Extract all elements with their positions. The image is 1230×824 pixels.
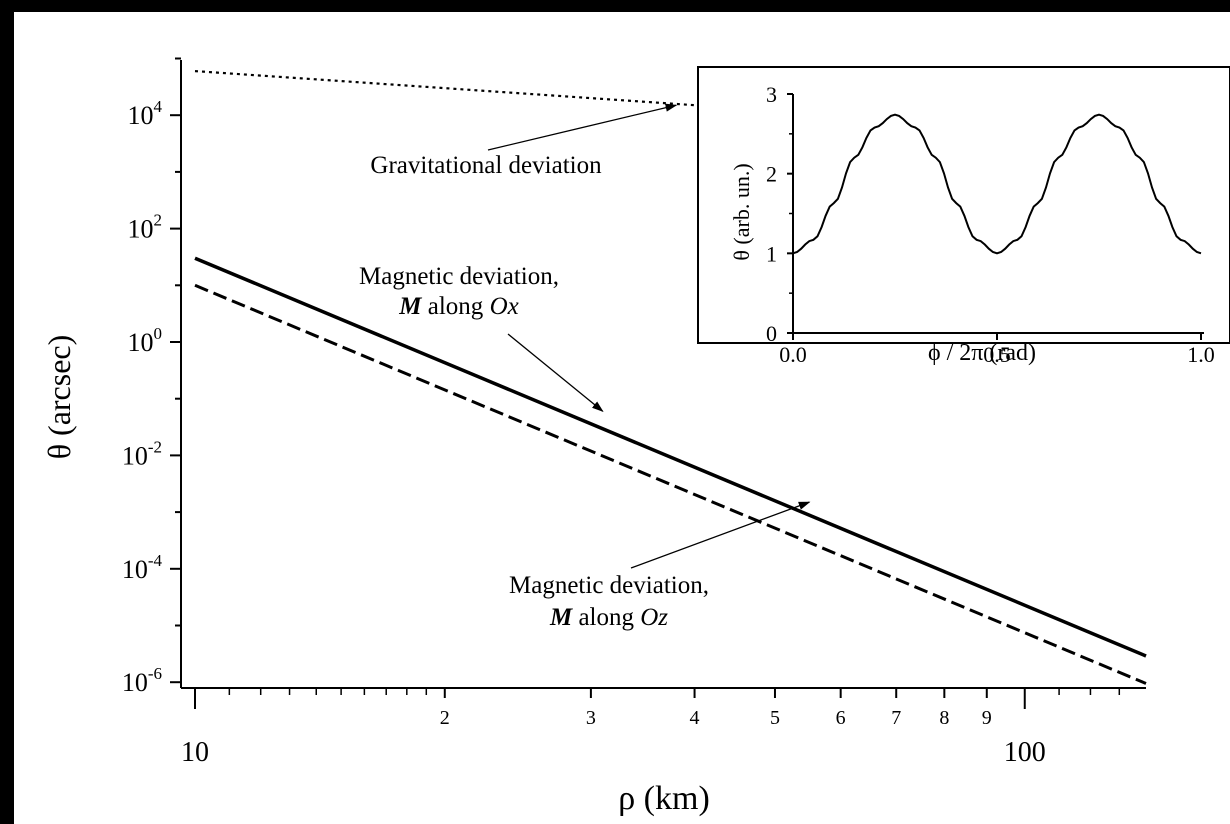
annotation-magnetic-ox-text: Magnetic deviation, [359, 263, 559, 290]
x-minor-tick-label: 5 [770, 707, 780, 729]
main-y-ticks: 10-6 10-4 10-2 100 102 104 [122, 57, 181, 697]
x-minor-tick-label: 3 [586, 707, 596, 729]
y-tick-label: 100 [128, 324, 163, 357]
annotation-gravitational-text: Gravitational deviation [370, 152, 602, 179]
y-tick-label: 10-6 [122, 664, 162, 697]
y-tick-label: 10-2 [122, 437, 162, 470]
y-tick-label: 10-4 [122, 551, 163, 584]
main-x-ticks: 10 100 2 3 4 5 6 7 8 9 [181, 688, 1121, 768]
main-x-axis-label: ρ (km) [618, 780, 710, 817]
inset-frame [697, 66, 1230, 344]
inset-ticks: 0 1 2 3 0.0 0.5 1.0 [766, 82, 1215, 367]
x-tick-label: 100 [1004, 737, 1046, 768]
inset-x-tick-label: 0.0 [779, 342, 807, 367]
inset-plot: 0 1 2 3 0.0 0.5 1.0 ϕ / 2π (rad) θ (arb. un.) [697, 66, 1230, 367]
main-annotations: Gravitational deviation Magnetic deviatio… [359, 103, 811, 631]
annotation-magnetic-ox-text: M along Ox [398, 293, 518, 320]
x-minor-tick-label: 2 [440, 707, 450, 729]
inset-y-tick-label: 2 [766, 162, 777, 187]
inset-y-tick-label: 3 [766, 82, 777, 107]
series-line-dotted [194, 70, 1147, 138]
x-tick-label: 10 [181, 737, 209, 768]
figure: 10-6 10-4 10-2 100 102 104 10 100 2 3 4 5 6 7 8 9 Grav… [14, 12, 1230, 824]
annotation-magnetic-oz-text: M along Oz [549, 604, 668, 631]
x-minor-tick-label: 9 [982, 707, 992, 729]
inset-x-tick-label: 1.0 [1187, 342, 1215, 367]
x-minor-tick-label: 6 [836, 707, 846, 729]
series-line-solid [194, 256, 1147, 658]
y-tick-label: 102 [128, 211, 163, 244]
y-tick-label: 104 [128, 97, 163, 130]
series-line-dashed [194, 283, 1147, 685]
x-minor-tick-label: 8 [939, 707, 949, 729]
main-series [194, 70, 1147, 685]
annotation-gravitational-arrow [487, 103, 678, 151]
x-minor-tick-label: 4 [690, 707, 700, 729]
inset-x-axis-label: ϕ / 2π (rad) [928, 340, 1036, 366]
main-y-axis-label: θ (arcsec) [41, 335, 77, 460]
inset-y-tick-label: 1 [766, 241, 777, 266]
inset-series [792, 113, 1202, 255]
annotation-magnetic-ox-arrow [507, 333, 604, 413]
annotation-magnetic-oz-text: Magnetic deviation, [509, 572, 709, 599]
inset-y-tick-label: 0 [766, 321, 777, 346]
x-minor-tick-label: 7 [891, 707, 901, 729]
inset-y-axis-label: θ (arb. un.) [729, 163, 754, 260]
inset-x-tick-label: 0.5 [983, 342, 1011, 367]
inset-series-line [792, 113, 1202, 255]
annotation-magnetic-oz-arrow [630, 501, 811, 569]
